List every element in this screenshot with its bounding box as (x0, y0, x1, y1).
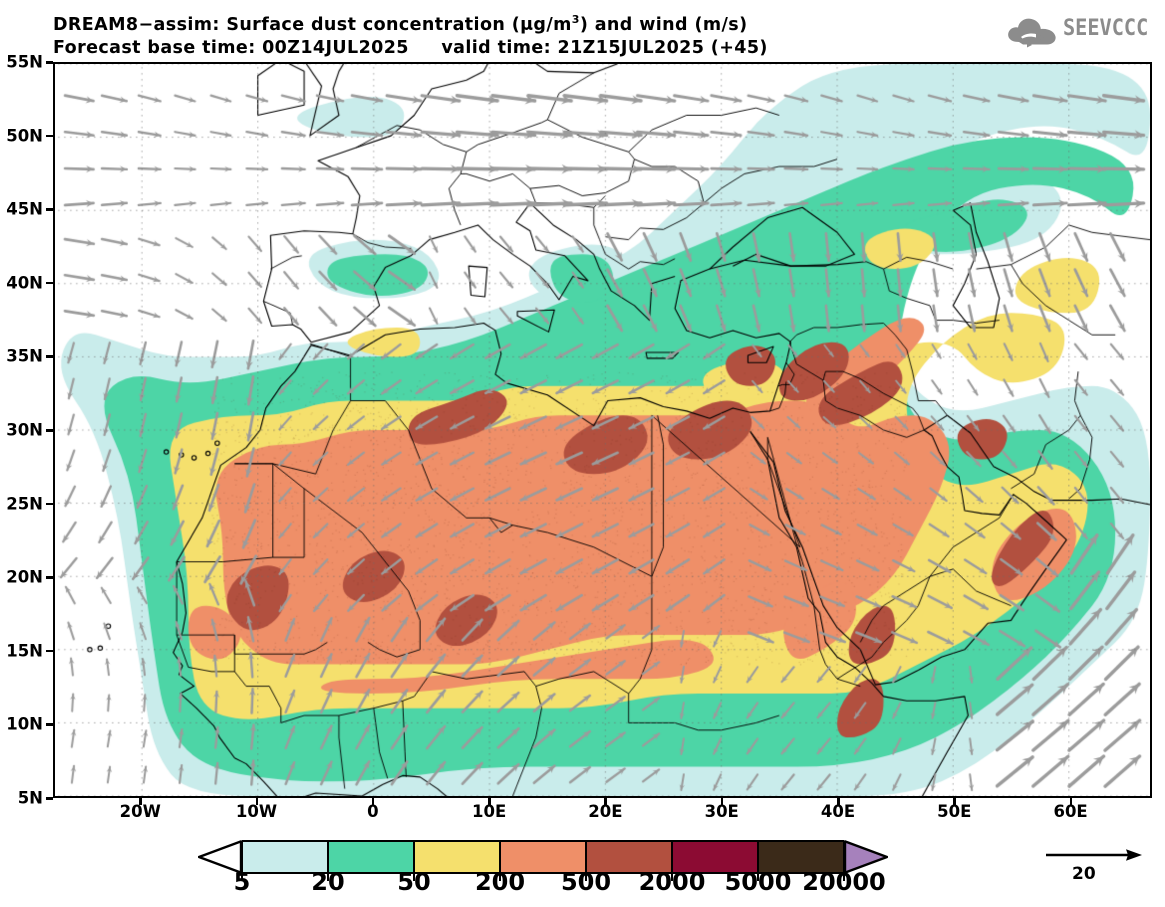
x-tick-mark (139, 798, 142, 805)
x-tick-mark (953, 798, 956, 805)
wind-scale-key: 20 (1038, 846, 1148, 890)
colorbar-tick-label: 2000 (639, 868, 706, 896)
y-tick-mark (46, 797, 53, 800)
y-tick-label: 45N (6, 200, 43, 219)
forecast-time-line: Forecast base time: 00Z14JUL2025 valid t… (53, 37, 768, 60)
y-tick-mark (46, 355, 53, 358)
y-tick-label: 50N (6, 126, 43, 145)
x-tick-mark (1070, 798, 1073, 805)
y-tick-mark (46, 650, 53, 653)
colorbar-tick-label: 5000 (725, 868, 792, 896)
logo-text: SEEVCCC (1063, 16, 1148, 41)
x-tick-mark (721, 798, 724, 805)
page-title: DREAM8−assim: Surface dust concentration… (53, 8, 768, 37)
y-tick-label: 40N (6, 273, 43, 292)
y-tick-mark (46, 723, 53, 726)
y-tick-label: 30N (6, 421, 43, 440)
wind-scale-label: 20 (1072, 864, 1096, 884)
y-tick-mark (46, 429, 53, 432)
x-tick-mark (837, 798, 840, 805)
y-tick-mark (46, 135, 53, 138)
y-tick-mark (46, 282, 53, 285)
y-tick-label: 20N (6, 568, 43, 587)
colorbar-tick-label: 5 (234, 868, 251, 896)
title-block: DREAM8−assim: Surface dust concentration… (53, 8, 768, 60)
y-tick-mark (46, 208, 53, 211)
y-tick-label: 55N (6, 53, 43, 72)
colorbar-tick-label: 20000 (802, 868, 886, 896)
y-tick-label: 35N (6, 347, 43, 366)
colorbar-tick-label: 50 (397, 868, 430, 896)
y-tick-mark (46, 503, 53, 506)
y-tick-label: 10N (6, 715, 43, 734)
seevccc-logo: SEEVCCC (1005, 14, 1155, 50)
dust-concentration-map (53, 62, 1152, 798)
colorbar-tick-label: 20 (311, 868, 344, 896)
colorbar-tick-label: 200 (475, 868, 525, 896)
x-tick-mark (256, 798, 259, 805)
map-canvas (55, 64, 1150, 796)
cloud-icon (1005, 16, 1059, 48)
x-tick-mark (604, 798, 607, 805)
y-tick-mark (46, 576, 53, 579)
y-tick-label: 15N (6, 641, 43, 660)
x-tick-mark (372, 798, 375, 805)
x-tick-mark (488, 798, 491, 805)
y-tick-label: 5N (18, 789, 43, 808)
header: DREAM8−assim: Surface dust concentration… (0, 0, 1165, 62)
y-tick-mark (46, 61, 53, 64)
y-tick-label: 25N (6, 494, 43, 513)
colorbar-tick-label: 500 (561, 868, 611, 896)
